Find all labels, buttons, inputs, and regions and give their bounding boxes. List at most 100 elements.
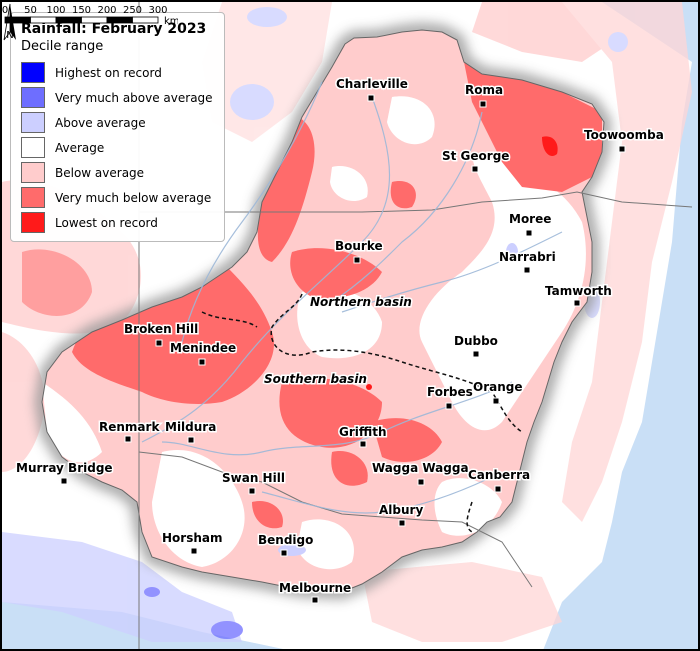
- town-st-george: St George: [441, 148, 511, 173]
- town-moree: Moree: [508, 211, 553, 237]
- legend-label: Highest on record: [55, 65, 162, 80]
- town-mildura: Mildura: [164, 419, 218, 444]
- town-label: Bourke: [335, 239, 383, 253]
- northern-basin-label: Northern basin: [310, 295, 412, 309]
- town-marker-icon: [280, 549, 288, 557]
- ocean-east: [543, 2, 698, 649]
- legend-item: Very much below average: [21, 185, 214, 210]
- legend-swatch: [21, 112, 45, 133]
- scale-block: [4, 16, 31, 24]
- town-orange: Orange: [472, 379, 524, 405]
- town-bendigo: Bendigo: [257, 532, 315, 557]
- town-label: Bendigo: [258, 533, 313, 547]
- town-marker-icon: [190, 547, 198, 555]
- scale-block: [55, 16, 82, 24]
- town-label: Wagga Wagga: [372, 461, 469, 475]
- town-label: Broken Hill: [124, 322, 198, 336]
- scale-tick-label: 50: [24, 5, 37, 16]
- town-label: Orange: [473, 380, 523, 394]
- town-renmark: Renmark: [98, 419, 162, 443]
- scale-ticks: 0 50 100 150 200 250 300: [2, 5, 168, 16]
- scale-tick-label: 100: [46, 5, 65, 16]
- town-marker-icon: [618, 145, 626, 153]
- town-label: Charleville: [336, 77, 408, 91]
- legend-label: Very much below average: [55, 190, 212, 205]
- town-marker-icon: [359, 440, 367, 448]
- town-marker-icon: [494, 485, 502, 493]
- town-marker-icon: [353, 256, 361, 264]
- town-marker-icon: [248, 487, 256, 495]
- legend-swatch: [21, 62, 45, 83]
- town-label: Horsham: [162, 531, 223, 545]
- town-wagga-wagga: Wagga Wagga: [371, 460, 470, 486]
- town-label: Tamworth: [545, 284, 612, 298]
- town-griffith: Griffith: [338, 424, 388, 448]
- town-label: Mildura: [165, 420, 216, 434]
- town-forbes: Forbes: [426, 384, 474, 410]
- legend-label: Very much above average: [55, 90, 213, 105]
- scale-block: [132, 16, 159, 24]
- scale-unit: km: [164, 16, 178, 26]
- town-label: Renmark: [99, 420, 160, 434]
- town-marker-icon: [124, 435, 132, 443]
- legend-swatch: [21, 162, 45, 183]
- legend-swatch: [21, 137, 45, 158]
- scale-tick-label: 250: [123, 5, 142, 16]
- town-dubbo: Dubbo: [453, 333, 499, 358]
- scale-tick-label: 150: [72, 5, 91, 16]
- town-menindee: Menindee: [169, 340, 238, 366]
- north-label: N: [6, 30, 13, 41]
- legend-swatch: [21, 87, 45, 108]
- legend-items: Highest on record Very much above average…: [21, 60, 214, 235]
- town-label: Moree: [509, 212, 551, 226]
- southern-basin-label: Southern basin: [264, 372, 367, 386]
- legend-item: Average: [21, 135, 214, 160]
- legend-item: Above average: [21, 110, 214, 135]
- legend-label: Below average: [55, 165, 145, 180]
- town-label: Toowoomba: [584, 128, 664, 142]
- legend-swatch: [21, 187, 45, 208]
- legend-label: Lowest on record: [55, 215, 158, 230]
- town-label: Griffith: [339, 425, 387, 439]
- basin-divider-west: [201, 311, 258, 328]
- town-roma: Roma: [464, 82, 505, 108]
- town-marker-icon: [492, 397, 500, 405]
- town-label: St George: [442, 149, 509, 163]
- town-marker-icon: [523, 266, 531, 274]
- town-marker-icon: [198, 358, 206, 366]
- town-marker-icon: [367, 94, 375, 102]
- town-marker-icon: [479, 100, 487, 108]
- town-label: Melbourne: [279, 581, 351, 595]
- legend-item: Highest on record: [21, 60, 214, 85]
- basin-boundary: [41, 29, 605, 593]
- legend-swatch: [21, 212, 45, 233]
- town-label: Albury: [379, 503, 423, 517]
- scale-block: [81, 16, 108, 24]
- map-title: Rainfall: February 2023: [21, 21, 207, 37]
- legend-subtitle: Decile range: [21, 39, 104, 54]
- scale-tick-label: 200: [97, 5, 116, 16]
- legend-item: Very much above average: [21, 85, 214, 110]
- town-albury: Albury: [378, 502, 425, 527]
- town-bourke: Bourke: [334, 238, 384, 264]
- town-marker-icon: [60, 477, 68, 485]
- town-marker-icon: [417, 478, 425, 486]
- scale-block: [30, 16, 57, 24]
- legend: Rainfall: February 2023 Decile range Hig…: [10, 12, 225, 242]
- scale-blocks: [4, 16, 159, 24]
- basin-divider: [270, 293, 523, 433]
- town-marker-icon: [525, 229, 533, 237]
- town-charleville: Charleville: [335, 76, 409, 102]
- town-markers: Charleville Roma Toowoomba St George Moree Bo…: [15, 76, 665, 604]
- town-marker-icon: [187, 436, 195, 444]
- scale-bar: 0 50 100 150 200 250 300 km: [2, 5, 178, 26]
- town-marker-icon: [471, 165, 479, 173]
- town-label: Swan Hill: [222, 471, 285, 485]
- town-marker-icon: [472, 350, 480, 358]
- town-label: Canberra: [468, 468, 530, 482]
- legend-label: Above average: [55, 115, 146, 130]
- town-narrabri: Narrabri: [498, 249, 557, 274]
- town-label: Roma: [465, 83, 503, 97]
- town-melbourne: Melbourne: [278, 580, 353, 604]
